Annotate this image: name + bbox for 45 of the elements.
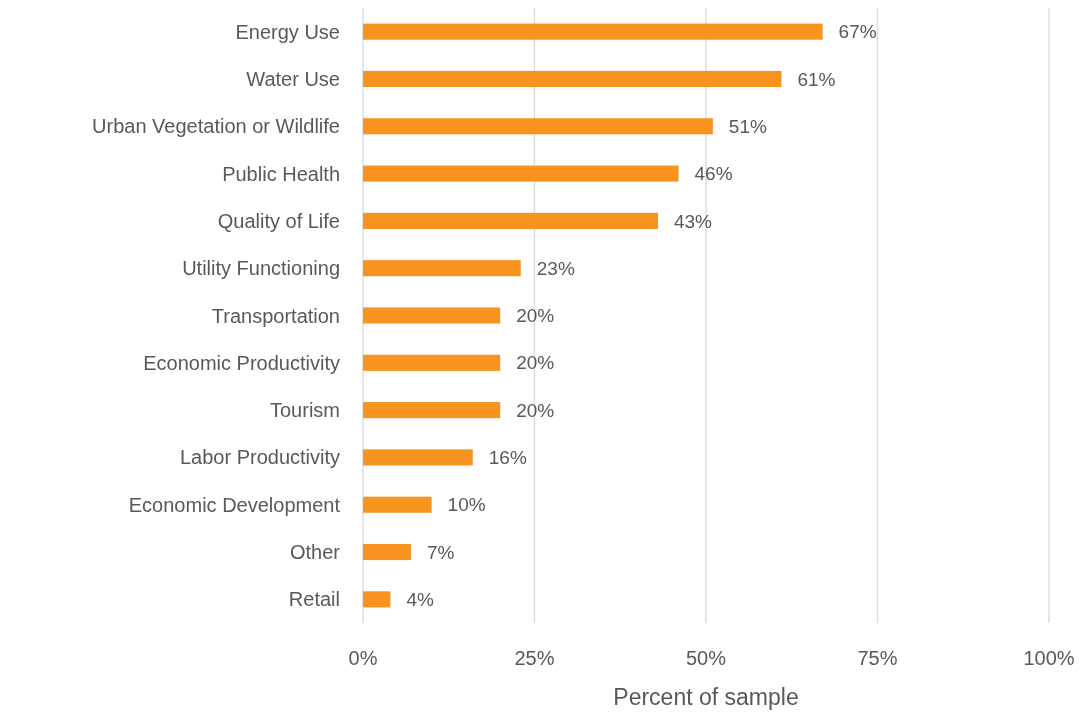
data-label: 43% [673, 210, 713, 232]
bar [363, 70, 782, 87]
bar [363, 118, 713, 135]
y-tick-label: Retail [288, 588, 340, 611]
bar [363, 402, 501, 419]
x-tick-label: 75% [857, 647, 898, 669]
y-tick-label: Quality of Life [217, 209, 340, 232]
y-tick-label: Utility Functioning [182, 257, 340, 280]
bar [363, 212, 658, 229]
y-tick-label: Public Health [222, 162, 340, 185]
data-label: 7% [427, 541, 455, 563]
x-axis-title: Percent of sample [613, 684, 799, 711]
y-tick-label: Labor Productivity [179, 446, 340, 469]
data-label: 4% [406, 589, 435, 610]
data-label: 10% [447, 494, 486, 516]
x-tick-label: 50% [685, 647, 727, 669]
bar [363, 23, 823, 40]
y-tick-label: Water Use [246, 67, 340, 90]
data-label: 20% [516, 305, 555, 327]
bar [363, 449, 473, 466]
x-tick-label: 25% [514, 647, 555, 669]
x-tick-label: 0% [348, 647, 378, 669]
data-label: 23% [536, 257, 575, 279]
data-label: 16% [488, 447, 527, 469]
y-tick-label: Transportation [211, 304, 340, 327]
y-tick-label: Energy Use [235, 20, 340, 43]
bar [363, 165, 679, 182]
y-tick-label: Economic Productivity [143, 351, 340, 374]
bar [363, 354, 501, 371]
bar [363, 260, 521, 277]
data-label: 46% [694, 163, 733, 185]
data-label: 51% [728, 115, 767, 137]
bar [363, 544, 412, 561]
y-tick-label: Tourism [269, 399, 340, 422]
y-tick-label: Economic Development [128, 493, 341, 516]
y-tick-label: Other [289, 541, 341, 564]
data-label: 61% [797, 68, 836, 90]
bar [363, 591, 391, 608]
data-label: 67% [838, 21, 877, 43]
data-label: 20% [516, 399, 555, 421]
bar [363, 496, 432, 513]
bar [363, 307, 501, 324]
y-tick-label: Urban Vegetation or Wildlife [92, 115, 340, 138]
x-tick-label: 100% [1023, 647, 1075, 669]
data-label: 20% [516, 352, 555, 374]
